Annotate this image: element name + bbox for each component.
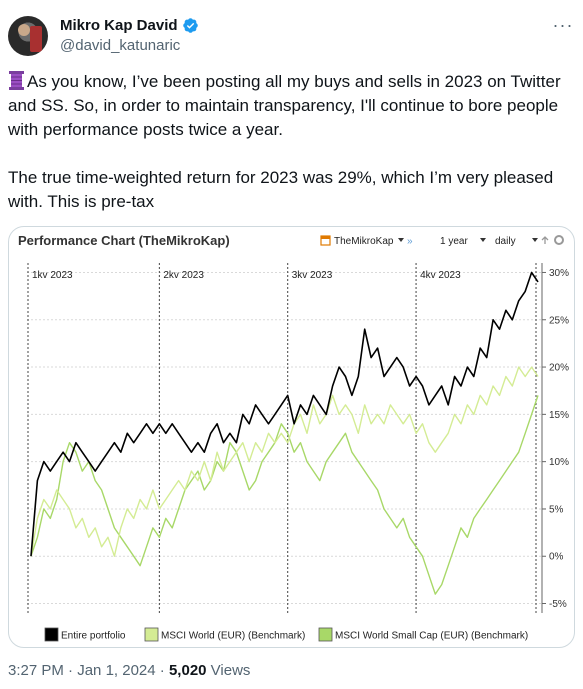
author-name[interactable]: Mikro Kap David (60, 17, 178, 34)
meta-separator-1: · (63, 662, 78, 679)
author-name-row: Mikro Kap David (60, 17, 199, 34)
thread-spool-icon (9, 71, 24, 90)
tweet-date[interactable]: Jan 1, 2024 (77, 662, 156, 679)
legend-label: MSCI World Small Cap (EUR) (Benchmark) (335, 631, 528, 642)
y-tick-label: 25% (549, 315, 569, 326)
tweet-text: As you know, I’ve been posting all my bu… (8, 70, 575, 214)
legend-label: MSCI World (EUR) (Benchmark) (161, 631, 305, 642)
y-tick-label: 30% (549, 268, 569, 279)
chart-title: Performance Chart (TheMikroKap) (18, 233, 230, 248)
series-line-portfolio (30, 271, 539, 557)
y-tick-label: 10% (549, 457, 569, 468)
y-tick-label: 20% (549, 363, 569, 374)
verified-badge-icon (182, 18, 198, 33)
tweet-paragraph-1-text: As you know, I’ve been posting all my bu… (8, 72, 566, 139)
gear-icon[interactable] (554, 235, 564, 245)
paragraph-spacer (8, 142, 575, 166)
export-icon[interactable] (541, 236, 549, 244)
portfolio-folder-icon-tab (321, 236, 330, 239)
view-count: 5,020 (168, 662, 207, 679)
interval-selector[interactable]: daily (495, 236, 516, 247)
quarter-label: 2kv 2023 (163, 270, 204, 281)
author-handle[interactable]: @david_katunaric (60, 37, 181, 54)
quarter-label: 3kv 2023 (292, 270, 333, 281)
tweet-paragraph-1: As you know, I’ve been posting all my bu… (8, 70, 575, 142)
tweet-paragraph-2: The true time-weighted return for 2023 w… (8, 168, 558, 211)
y-tick-label: 15% (549, 410, 569, 421)
period-selector[interactable]: 1 year (440, 236, 468, 247)
views-label: Views (206, 662, 251, 679)
interval-dropdown-icon[interactable] (532, 238, 538, 242)
avatar[interactable] (8, 16, 48, 56)
tweet-header: Mikro Kap David @david_katunaric ··· (8, 14, 575, 58)
y-tick-label: 5% (549, 504, 564, 515)
quarter-label: 1kv 2023 (32, 270, 73, 281)
quarter-label: 4kv 2023 (420, 270, 461, 281)
legend-swatch (44, 627, 59, 642)
portfolio-selector[interactable]: TheMikroKap (334, 236, 394, 247)
period-dropdown-icon[interactable] (480, 238, 486, 242)
plot-area: 30% 25% 20% 15% 10% 5% 0% -5% 1kv 2023 2kv 2023 3k… (27, 263, 569, 613)
legend-swatch (318, 627, 333, 642)
legend-swatch (144, 627, 159, 642)
double-chevron-icon[interactable]: » (407, 236, 413, 247)
meta-separator-2: · (155, 662, 169, 679)
series-line-msci-world (30, 366, 539, 557)
performance-chart: Performance Chart (TheMikroKap) TheMikro… (18, 233, 569, 642)
series-line-msci-small-cap (30, 395, 539, 595)
tweet-time[interactable]: 3:27 PM (8, 662, 64, 679)
ellipsis-icon[interactable]: ··· (552, 15, 574, 35)
y-tick-label: -5% (549, 599, 567, 610)
chart-card[interactable]: Performance Chart (TheMikroKap) TheMikro… (8, 226, 575, 648)
chart-legend: Entire portfolio MSCI World (EUR) (Benchm… (44, 627, 528, 642)
legend-label: Entire portfolio (61, 631, 126, 642)
portfolio-dropdown-icon[interactable] (398, 238, 404, 242)
tweet-meta: 3:27 PM · Jan 1, 2024 · 5,020 Views (8, 662, 250, 679)
y-tick-label: 0% (549, 552, 564, 563)
